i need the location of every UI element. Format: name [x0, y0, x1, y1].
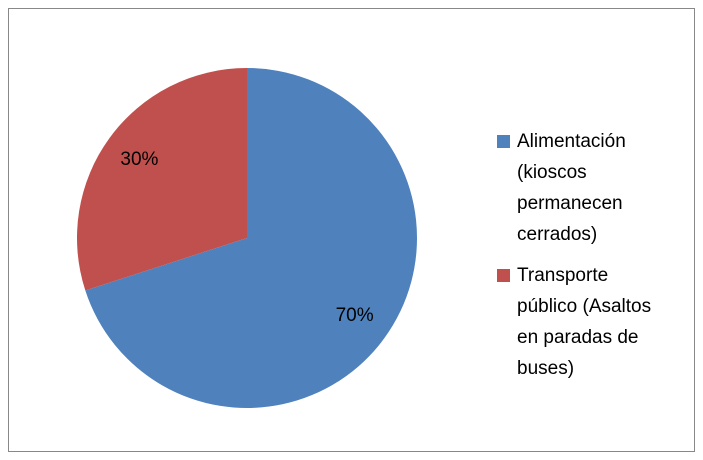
pie-slice	[85, 68, 418, 408]
legend-item: Alimentación (kioscos permanecen cerrado…	[497, 126, 672, 250]
data-label: 70%	[336, 305, 374, 326]
legend-label: Transporte público (Asaltos en paradas d…	[517, 265, 652, 379]
data-label: 30%	[120, 149, 158, 170]
legend: Alimentación (kioscos permanecen cerrado…	[497, 126, 672, 394]
legend-swatch	[497, 269, 510, 282]
legend-label: Alimentación (kioscos permanecen cerrado…	[517, 131, 626, 245]
pie-slice	[76, 68, 247, 291]
legend-item: Transporte público (Asaltos en paradas d…	[497, 260, 672, 384]
legend-swatch	[497, 135, 510, 148]
